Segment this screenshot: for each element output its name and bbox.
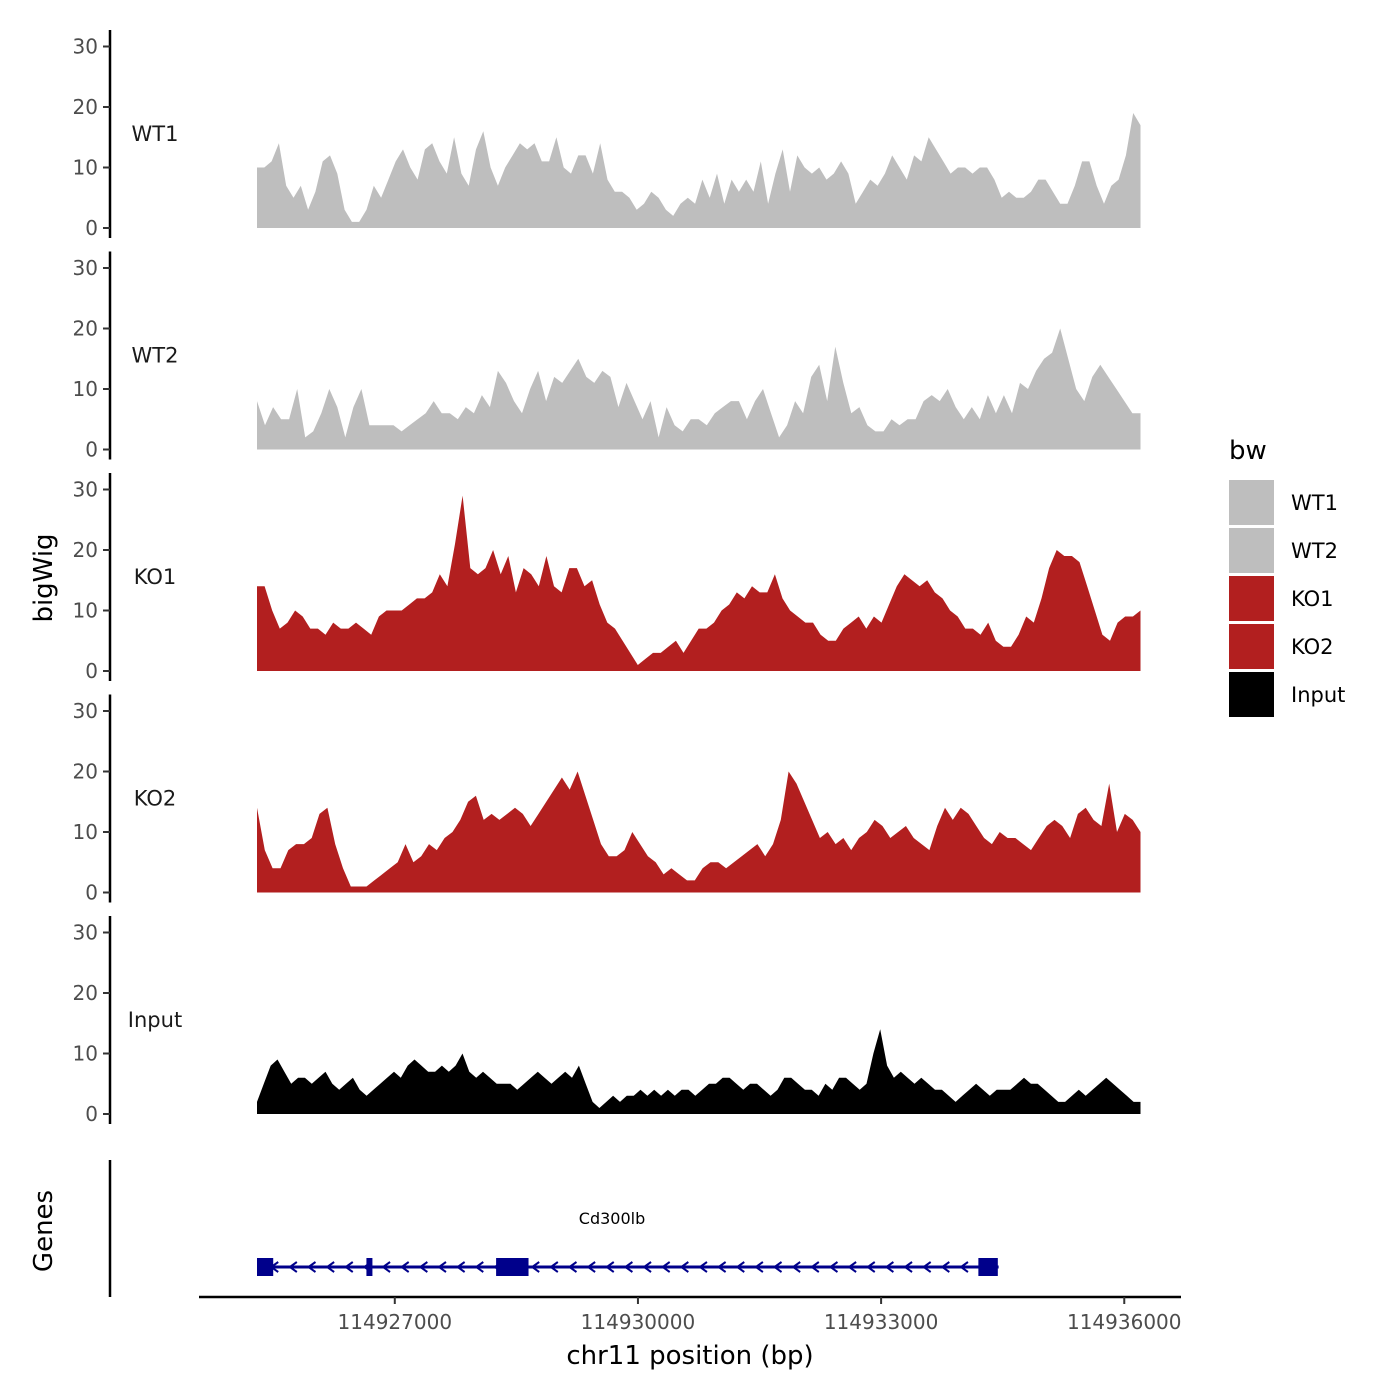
y-axis-title: bigWig: [29, 533, 59, 622]
strand-arrow: [921, 1261, 932, 1273]
y-tick-label: 0: [85, 438, 98, 462]
coverage-area-ko1: [257, 495, 1141, 671]
track-label: KO2: [134, 787, 177, 811]
x-axis: 114927000 114930000 114933000 114936000: [199, 1295, 1182, 1334]
genes-axis-title: Genes: [29, 1190, 59, 1272]
legend-label: WT1: [1291, 491, 1338, 515]
x-axis-title: chr11 position (bp): [566, 1341, 813, 1371]
strand-arrow: [810, 1261, 820, 1273]
legend-label: KO1: [1291, 587, 1334, 611]
strand-arrow: [418, 1261, 428, 1273]
track-label: WT2: [132, 344, 179, 368]
gene-exon: [496, 1258, 529, 1276]
strand-arrow: [288, 1261, 298, 1273]
track-label: WT1: [132, 122, 179, 146]
strand-arrow: [828, 1261, 839, 1273]
x-tick-label: 114933000: [824, 1310, 939, 1334]
legend-key-wt1: [1229, 480, 1274, 525]
y-tick-label: 30: [73, 921, 98, 945]
coverage-area-wt2: [257, 328, 1141, 450]
strand-arrow: [698, 1261, 708, 1273]
gene-exon: [366, 1258, 373, 1276]
strand-arrow: [455, 1261, 466, 1273]
y-tick-label: 10: [73, 377, 98, 401]
strand-arrow: [884, 1261, 894, 1273]
y-tick-label: 10: [73, 1042, 98, 1066]
strand-arrow: [754, 1261, 764, 1273]
y-tick-label: 0: [85, 1102, 98, 1126]
y-tick-label: 20: [73, 760, 98, 784]
strand-arrow: [679, 1261, 689, 1273]
strand-arrow: [959, 1261, 969, 1273]
x-tick-label: 114927000: [338, 1310, 453, 1334]
strand-arrow: [866, 1261, 876, 1273]
y-tick-label: 0: [85, 216, 98, 240]
y-tick-label: 0: [85, 659, 98, 683]
legend-key-ko2: [1229, 624, 1274, 669]
strand-arrow: [716, 1261, 727, 1273]
track-wt1: 0 10 20 30 WT1: [73, 30, 1141, 240]
legend-key-ko1: [1229, 576, 1274, 621]
y-tick-label: 30: [73, 478, 98, 502]
strand-arrow: [847, 1261, 857, 1273]
strand-arrow: [791, 1261, 801, 1273]
legend: bw WT1 WT2 KO1 KO2 Input: [1229, 436, 1345, 717]
bigwig-tracks: 0 10 20 30 WT1 0 10 20 30 WT2 0 10 20 30 KO1 0 10 20 30 KO2…: [73, 30, 1141, 1126]
strand-arrow: [437, 1261, 447, 1273]
strand-arrow: [381, 1261, 391, 1273]
y-tick-label: 30: [73, 35, 98, 59]
legend-label: WT2: [1291, 539, 1338, 563]
legend-label: Input: [1291, 683, 1345, 707]
strand-arrow: [642, 1261, 652, 1273]
track-ko2: 0 10 20 30 KO2: [73, 694, 1141, 905]
strand-arrow: [605, 1261, 615, 1273]
genes-track: Cd300lb: [108, 1160, 999, 1297]
strand-arrow: [306, 1261, 317, 1273]
y-tick-label: 20: [73, 317, 98, 341]
strand-arrow: [325, 1261, 335, 1273]
gene-exon: [257, 1258, 274, 1276]
strand-arrow: [567, 1261, 578, 1273]
track-label: Input: [128, 1008, 182, 1032]
track-label: KO1: [134, 565, 177, 589]
strand-arrow: [586, 1261, 596, 1273]
y-tick-label: 20: [73, 538, 98, 562]
y-tick-label: 20: [73, 981, 98, 1005]
legend-label: KO2: [1291, 635, 1334, 659]
strand-arrow: [735, 1261, 745, 1273]
coverage-area-wt1: [257, 113, 1141, 228]
legend-title: bw: [1229, 436, 1267, 466]
gene-exon: [978, 1258, 998, 1276]
strand-arrow: [623, 1261, 633, 1273]
coverage-area-input: [257, 1029, 1141, 1114]
strand-arrow: [474, 1261, 484, 1273]
strand-arrow: [903, 1261, 913, 1273]
strand-arrow: [940, 1261, 950, 1273]
legend-key-wt2: [1229, 528, 1274, 573]
x-tick-label: 114936000: [1067, 1310, 1182, 1334]
y-tick-label: 10: [73, 820, 98, 844]
strand-arrow: [660, 1261, 671, 1273]
legend-key-input: [1229, 672, 1274, 717]
y-tick-label: 30: [73, 256, 98, 280]
strand-arrow: [399, 1261, 410, 1273]
x-tick-label: 114930000: [581, 1310, 696, 1334]
track-wt2: 0 10 20 30 WT2: [73, 251, 1141, 462]
strand-arrow: [344, 1261, 354, 1273]
strand-arrow: [549, 1261, 559, 1273]
y-tick-label: 0: [85, 881, 98, 905]
coverage-area-ko2: [257, 771, 1141, 893]
y-tick-label: 10: [73, 156, 98, 180]
track-input: 0 10 20 30 Input: [73, 916, 1141, 1126]
track-ko1: 0 10 20 30 KO1: [73, 473, 1141, 683]
y-tick-label: 30: [73, 699, 98, 723]
gene-name-label: Cd300lb: [579, 1209, 645, 1228]
y-tick-label: 10: [73, 599, 98, 623]
strand-arrow: [530, 1261, 540, 1273]
y-tick-label: 20: [73, 95, 98, 119]
strand-arrow: [772, 1261, 783, 1273]
